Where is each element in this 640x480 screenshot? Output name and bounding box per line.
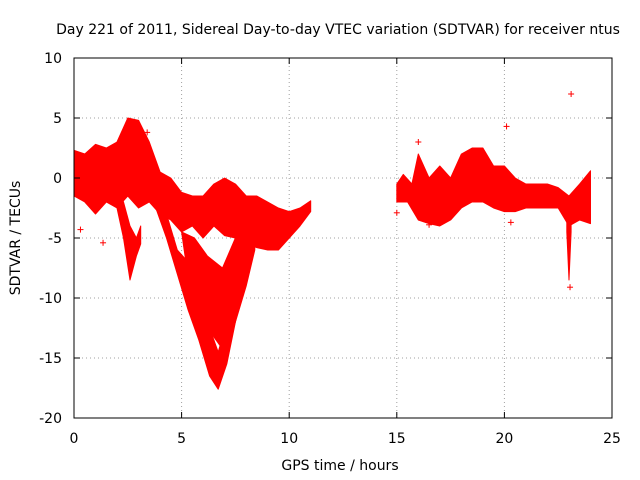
outlier-point	[426, 221, 433, 228]
outlier-point	[100, 239, 107, 246]
outlier-point	[144, 129, 151, 136]
x-tick-label: 15	[388, 431, 406, 447]
outlier-point	[77, 226, 84, 233]
outlier-points	[77, 91, 575, 291]
outlier-point	[507, 219, 514, 226]
x-tick-label: 25	[603, 431, 621, 447]
x-tick-label: 0	[70, 431, 79, 447]
y-tick-label: 0	[53, 171, 62, 187]
series-band-arc-f	[566, 201, 572, 281]
y-tick-label: 10	[44, 51, 62, 67]
x-tick-label: 10	[280, 431, 298, 447]
series-band-arc-e	[396, 147, 591, 227]
sdtvar-series	[73, 117, 591, 390]
x-tick-labels: 0 5 10 15 20 25	[70, 431, 621, 447]
y-tick-label: -15	[39, 351, 62, 367]
outlier-point	[393, 209, 400, 216]
grid-layer	[74, 58, 612, 418]
x-tick-label: 5	[177, 431, 186, 447]
outlier-point	[503, 123, 510, 130]
outlier-point	[567, 284, 574, 291]
y-tick-label: -10	[39, 291, 62, 307]
series-band-arc-b	[116, 189, 142, 281]
outlier-point	[568, 91, 575, 97]
series-band-arc-d	[181, 213, 256, 353]
axis-ticks	[73, 57, 613, 419]
y-tick-label: -5	[48, 231, 62, 247]
y-tick-label: 5	[53, 111, 62, 127]
y-axis-title: SDTVAR / TECUs	[8, 181, 24, 296]
series-band-arc-a	[73, 117, 312, 251]
x-tick-label: 20	[495, 431, 513, 447]
y-tick-label: -20	[39, 411, 62, 427]
x-axis-title: GPS time / hours	[281, 458, 398, 474]
outlier-point	[415, 139, 422, 145]
chart-title: Day 221 of 2011, Sidereal Day-to-day VTE…	[56, 22, 620, 38]
y-tick-labels: -20 -15 -10 -5 0 5 10	[39, 51, 62, 427]
